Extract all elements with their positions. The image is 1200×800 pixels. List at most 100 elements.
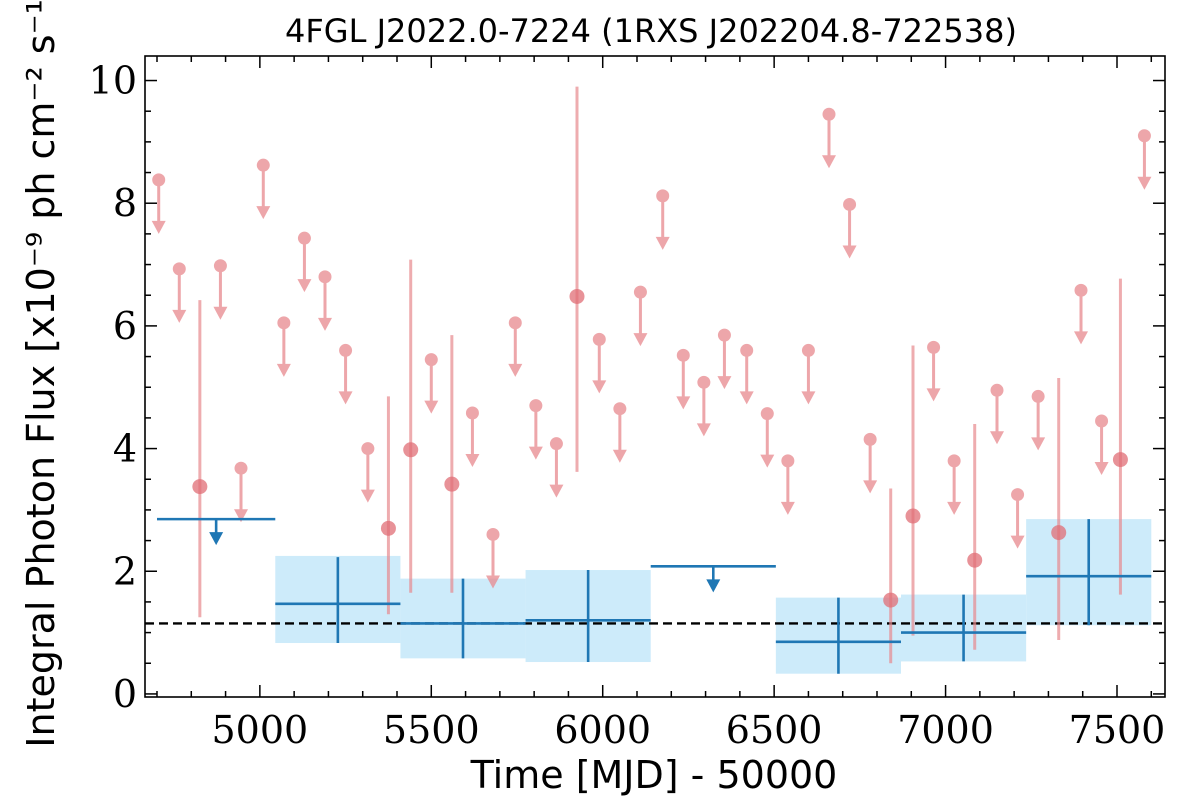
upper-limit-arrow <box>717 376 732 390</box>
detection-marker <box>967 552 983 568</box>
monthly-upper-limit <box>256 158 271 220</box>
upper-limit-marker <box>843 197 857 211</box>
monthly-upper-limit <box>739 343 754 405</box>
monthly-upper-limit <box>612 402 627 463</box>
upper-limit-marker <box>152 173 166 187</box>
upper-limit-marker <box>592 332 606 346</box>
upper-limit-arrow <box>549 484 564 498</box>
upper-limit-marker <box>947 454 961 468</box>
y-tick-label: 4 <box>113 427 137 471</box>
upper-limit-arrow <box>213 306 228 320</box>
upper-limit-marker <box>1031 389 1045 403</box>
upper-limit-marker <box>990 383 1004 397</box>
upper-limit-marker <box>465 406 479 420</box>
upper-limit-marker <box>613 402 627 416</box>
upper-limit-marker <box>277 316 291 330</box>
yearly-flux-point <box>525 570 651 663</box>
yearly-upper-limit-arrow <box>209 532 224 546</box>
x-tick-label: 5000 <box>211 708 308 752</box>
detection-marker <box>380 520 396 536</box>
monthly-upper-limit <box>842 197 857 259</box>
upper-limit-marker <box>676 348 690 362</box>
yearly-bins-layer <box>157 517 1152 674</box>
y-axis-label: Integral Photon Flux [x10⁻⁹ ph cm⁻² s⁻¹] <box>19 0 63 748</box>
upper-limit-arrow <box>760 454 775 468</box>
chart-title: 4FGL J2022.0-7224 (1RXS J202204.8-722538… <box>285 12 1017 50</box>
yearly-upper-limit-arrow <box>706 579 721 593</box>
upper-limit-marker <box>1074 283 1088 297</box>
upper-limit-arrow <box>801 391 816 405</box>
monthly-upper-limit <box>592 332 607 394</box>
upper-limit-marker <box>213 259 227 273</box>
detection-marker <box>403 442 419 458</box>
upper-limit-marker <box>801 343 815 357</box>
upper-limit-marker <box>234 461 248 475</box>
monthly-upper-limit <box>549 437 564 498</box>
upper-limit-marker <box>529 399 543 413</box>
monthly-upper-limit <box>760 407 775 468</box>
y-tick-label: 8 <box>113 181 137 225</box>
monthly-upper-limit <box>633 285 648 347</box>
monthly-detection <box>1051 378 1067 640</box>
upper-limit-arrow <box>1074 331 1088 345</box>
monthly-upper-limit <box>213 259 228 320</box>
upper-limit-arrow <box>780 501 795 515</box>
y-tick-label: 6 <box>113 304 137 348</box>
upper-limit-marker <box>781 454 795 468</box>
upper-limit-arrow <box>1010 535 1025 549</box>
x-tick-label: 7000 <box>897 708 994 752</box>
axis-ticks-layer: 5000 5500 6000 6500 7000 7500 0 2 4 6 8 10 <box>89 56 1166 752</box>
upper-limit-marker <box>760 407 774 421</box>
upper-limit-marker <box>822 107 836 121</box>
yearly-upper-limit <box>157 517 276 546</box>
monthly-points-layer <box>151 86 1152 664</box>
upper-limit-marker <box>318 270 332 284</box>
upper-limit-marker <box>697 375 711 389</box>
upper-limit-arrow <box>1094 461 1109 475</box>
x-tick-label: 7500 <box>1069 708 1166 752</box>
monthly-upper-limit <box>172 262 187 323</box>
monthly-detection <box>967 424 983 650</box>
upper-limit-marker <box>508 316 522 330</box>
monthly-upper-limit <box>360 442 375 503</box>
upper-limit-marker <box>339 343 353 357</box>
upper-limit-marker <box>486 527 500 541</box>
yearly-flux-point <box>1026 519 1152 626</box>
monthly-upper-limit <box>528 399 543 460</box>
upper-limit-marker <box>927 340 941 354</box>
upper-limit-arrow <box>486 575 500 589</box>
upper-limit-arrow <box>276 363 291 377</box>
monthly-upper-limit <box>822 107 836 169</box>
upper-limit-marker <box>549 437 563 451</box>
y-tick-label: 0 <box>113 672 137 716</box>
yearly-flux-point <box>275 557 401 644</box>
monthly-upper-limit <box>338 343 353 405</box>
upper-limit-arrow <box>508 363 523 377</box>
detection-marker <box>1112 452 1128 468</box>
x-axis-label: Time [MJD] - 50000 <box>470 753 838 797</box>
upper-limit-arrow <box>696 423 711 437</box>
monthly-upper-limit <box>234 461 248 523</box>
upper-limit-marker <box>633 285 647 299</box>
monthly-upper-limit <box>717 328 732 390</box>
detection-marker <box>192 479 208 495</box>
monthly-detection <box>905 345 921 636</box>
upper-limit-marker <box>1011 488 1025 502</box>
monthly-upper-limit <box>424 353 439 414</box>
monthly-detection <box>569 86 585 472</box>
upper-limit-marker <box>172 262 186 276</box>
upper-limit-arrow <box>360 489 375 503</box>
plot-frame <box>144 55 1166 698</box>
upper-limit-marker <box>256 158 270 172</box>
detection-marker <box>1051 525 1067 541</box>
upper-limit-arrow <box>842 245 857 259</box>
monthly-upper-limit <box>1074 283 1088 345</box>
upper-limit-arrow <box>612 449 627 463</box>
upper-limit-arrow <box>1031 437 1046 451</box>
upper-limit-arrow <box>739 391 754 405</box>
y-tick-label: 2 <box>113 549 137 593</box>
upper-limit-arrow <box>947 501 962 515</box>
x-tick-label: 5500 <box>383 708 480 752</box>
upper-limit-arrow <box>676 396 691 410</box>
upper-limit-arrow <box>465 453 480 467</box>
